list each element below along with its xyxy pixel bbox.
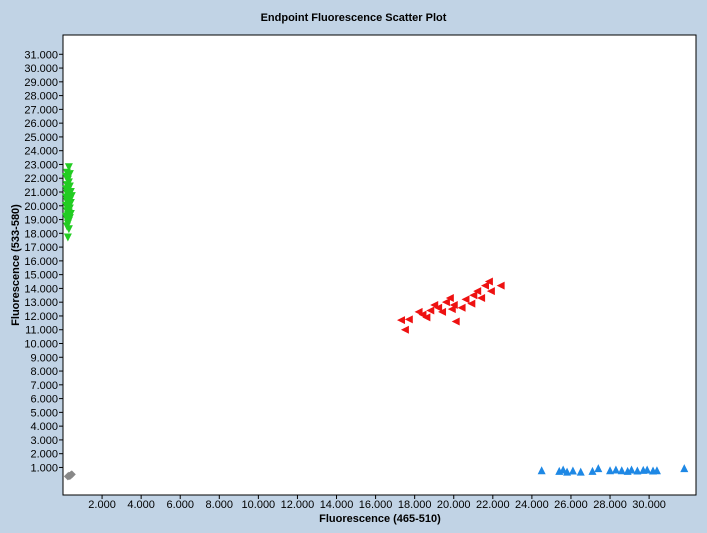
y-tick-label: 12.000 — [24, 311, 58, 323]
x-tick-label: 30.000 — [632, 499, 666, 511]
data-point — [64, 163, 73, 172]
y-tick-label: 8.000 — [30, 366, 58, 378]
data-point — [65, 182, 74, 191]
data-point — [445, 294, 454, 303]
x-tick-label: 28.000 — [593, 499, 627, 511]
y-tick-label: 26.000 — [24, 118, 58, 130]
x-tick-label: 6.000 — [166, 499, 194, 511]
y-tick-label: 7.000 — [30, 380, 58, 392]
x-tick-label: 4.000 — [127, 499, 155, 511]
data-point — [594, 464, 603, 473]
data-point — [461, 295, 470, 304]
data-point — [484, 277, 493, 286]
y-tick-label: 19.000 — [24, 215, 58, 227]
y-tick-label: 10.000 — [24, 339, 58, 351]
data-point — [617, 466, 626, 475]
y-tick-label: 3.000 — [30, 435, 58, 447]
y-tick-label: 25.000 — [24, 132, 58, 144]
y-tick-label: 21.000 — [24, 187, 58, 199]
y-tick-label: 13.000 — [24, 297, 58, 309]
data-point — [633, 466, 642, 475]
data-point — [477, 294, 486, 303]
data-point — [447, 305, 456, 314]
data-point — [680, 464, 689, 473]
x-tick-label: 2.000 — [88, 499, 116, 511]
x-tick-label: 26.000 — [554, 499, 588, 511]
y-tick-label: 1.000 — [30, 462, 58, 474]
y-tick-label: 6.000 — [30, 394, 58, 406]
y-tick-label: 29.000 — [24, 77, 58, 89]
data-point — [473, 287, 482, 296]
y-tick-label: 27.000 — [24, 104, 58, 116]
data-point — [434, 303, 443, 312]
y-tick-label: 15.000 — [24, 270, 58, 282]
data-point — [486, 287, 495, 296]
data-point — [396, 316, 405, 325]
y-tick-label: 17.000 — [24, 242, 58, 254]
data-point — [441, 298, 450, 307]
x-tick-label: 14.000 — [320, 499, 354, 511]
y-tick-label: 2.000 — [30, 449, 58, 461]
x-tick-label: 22.000 — [476, 499, 510, 511]
y-tick-label: 4.000 — [30, 421, 58, 433]
y-tick-label: 5.000 — [30, 407, 58, 419]
data-point — [422, 313, 431, 322]
data-point — [643, 465, 652, 474]
data-point — [568, 466, 577, 475]
y-tick-label: 30.000 — [24, 63, 58, 75]
plot-area — [62, 34, 697, 496]
data-point — [496, 281, 505, 290]
data-point — [457, 303, 466, 312]
x-tick-label: 20.000 — [437, 499, 471, 511]
x-tick-label: 10.000 — [242, 499, 276, 511]
chart-title: Endpoint Fluorescence Scatter Plot — [260, 12, 447, 24]
data-point — [451, 317, 460, 326]
data-point — [563, 467, 572, 476]
data-point — [588, 466, 597, 475]
y-tick-label: 9.000 — [30, 352, 58, 364]
y-tick-label: 31.000 — [24, 49, 58, 61]
data-point — [438, 307, 447, 316]
y-axis-title: Fluorescence (533-580) — [10, 204, 22, 326]
x-axis: 2.000 4.000 6.000 8.000 10.000 12.000 14.000 16… — [88, 495, 666, 511]
x-tick-label: 18.000 — [398, 499, 432, 511]
data-point — [627, 465, 636, 474]
data-point — [64, 225, 73, 234]
data-point — [449, 300, 458, 309]
data-point — [606, 466, 615, 475]
data-point — [537, 466, 546, 475]
data-point — [63, 233, 72, 242]
x-tick-label: 12.000 — [281, 499, 315, 511]
data-point — [400, 325, 409, 334]
x-tick-label: 24.000 — [515, 499, 549, 511]
data-point — [469, 291, 478, 300]
y-tick-label: 28.000 — [24, 91, 58, 103]
y-tick-label: 22.000 — [24, 173, 58, 185]
data-point — [426, 306, 435, 315]
data-point — [576, 467, 585, 476]
y-tick-label: 14.000 — [24, 283, 58, 295]
data-point — [67, 192, 76, 201]
x-tick-label: 16.000 — [359, 499, 393, 511]
x-axis-title: Fluorescence (465-510) — [319, 513, 441, 525]
data-point — [467, 299, 476, 308]
x-tick-label: 8.000 — [206, 499, 234, 511]
y-tick-label: 11.000 — [25, 325, 58, 337]
data-point — [611, 465, 620, 474]
data-point — [404, 315, 413, 324]
y-tick-label: 23.000 — [24, 159, 58, 171]
data-point — [652, 466, 661, 475]
y-tick-label: 18.000 — [24, 228, 58, 240]
data-points — [61, 163, 689, 481]
data-point — [65, 471, 74, 480]
y-tick-label: 16.000 — [24, 256, 58, 268]
y-tick-label: 24.000 — [24, 146, 58, 158]
y-tick-label: 20.000 — [24, 201, 58, 213]
data-point — [65, 170, 74, 179]
data-point — [481, 281, 489, 290]
